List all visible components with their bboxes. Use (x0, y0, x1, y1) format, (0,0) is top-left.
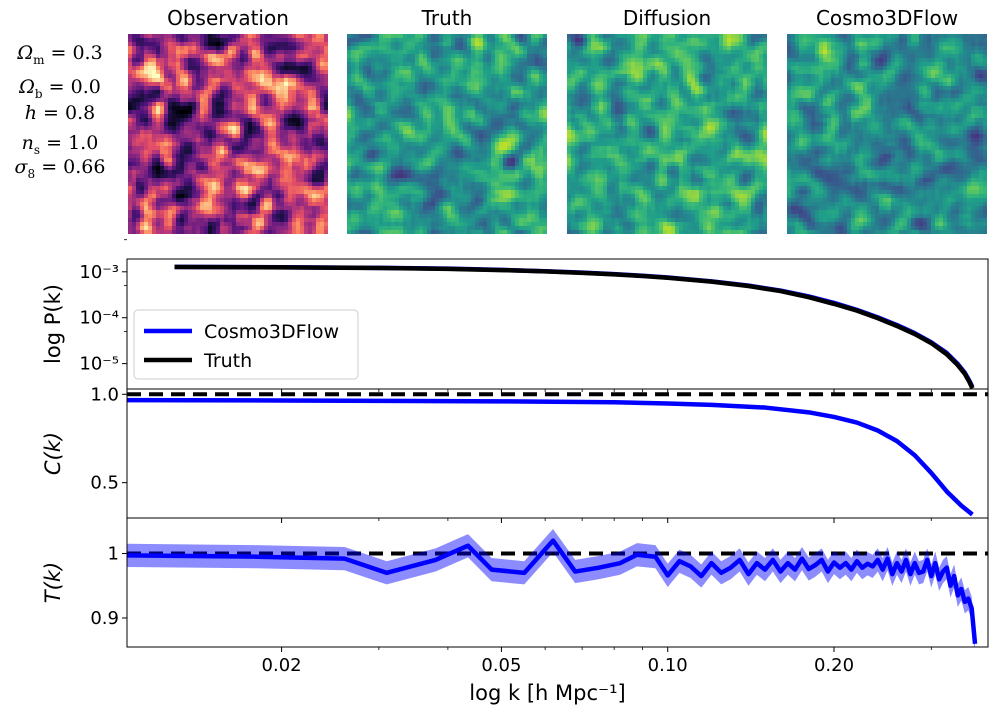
x-tick-label: 0.05 (481, 655, 521, 676)
y-tick-label: 10⁻⁴ (79, 308, 119, 329)
x-tick-label: 0.02 (262, 655, 302, 676)
axes-frame (126, 517, 989, 648)
series-line-ratio (127, 538, 978, 644)
y-tick-label: 10⁻³ (79, 262, 119, 283)
panel-log-p-k-: 10⁻³ 10⁻⁴ 10⁻⁵ log P(k) Cosmo3DFlow Truth (41, 239, 989, 394)
axes-frame (126, 258, 989, 390)
panel-t-k-: 1 0.9 T(k) 0.02 0.05 0.10 0.20 (41, 517, 989, 676)
uncertainty-band (127, 528, 976, 647)
legend-label: Cosmo3DFlow (204, 321, 339, 343)
legend: Cosmo3DFlow Truth (133, 309, 359, 380)
x-tick-label: 0.20 (814, 655, 854, 676)
uncertainty-band (127, 398, 973, 516)
diffusion-field-image (567, 34, 767, 234)
y-axis-label: T(k) (41, 562, 65, 603)
param-ns: ns = 1.0 (21, 132, 99, 157)
y-tick-label: 1 (108, 543, 119, 564)
x-tick-label: 0.10 (648, 655, 688, 676)
y-tick-label: 0.5 (90, 473, 119, 494)
y-axis-label: log P(k) (41, 284, 65, 364)
param-Ωm: Ωm = 0.3 (17, 42, 103, 67)
panel-title-cosmo3dflow: Cosmo3DFlow (815, 6, 959, 30)
series-line-cosmo3dflow (174, 264, 975, 388)
param-h: h = 0.8 (24, 102, 96, 124)
observation-field-image (128, 34, 328, 234)
panel-c-k-: 1.0 0.5 C(k) (41, 384, 989, 523)
legend-label: Truth (203, 350, 252, 372)
legend-frame (133, 309, 359, 380)
series-line-truth (174, 264, 975, 389)
param-σ8: σ8 = 0.66 (14, 156, 106, 181)
truth-field-image (347, 34, 547, 234)
x-axis-label: log k [h Mpc⁻¹] (469, 681, 625, 705)
y-tick-label: 1.0 (90, 384, 119, 405)
param-Ωb: Ωb = 0.0 (19, 76, 101, 101)
series-line-ratio (127, 397, 974, 517)
axes-frame (126, 388, 989, 519)
panel-title-diffusion: Diffusion (622, 6, 712, 30)
panel-title-truth: Truth (421, 6, 473, 30)
cosmo3dflow-field-image (787, 34, 987, 234)
y-axis-label: C(k) (41, 432, 65, 475)
panel-title-observation: Observation (167, 6, 289, 30)
y-tick-label: 10⁻⁵ (79, 354, 119, 375)
y-tick-label: 0.9 (90, 608, 119, 629)
